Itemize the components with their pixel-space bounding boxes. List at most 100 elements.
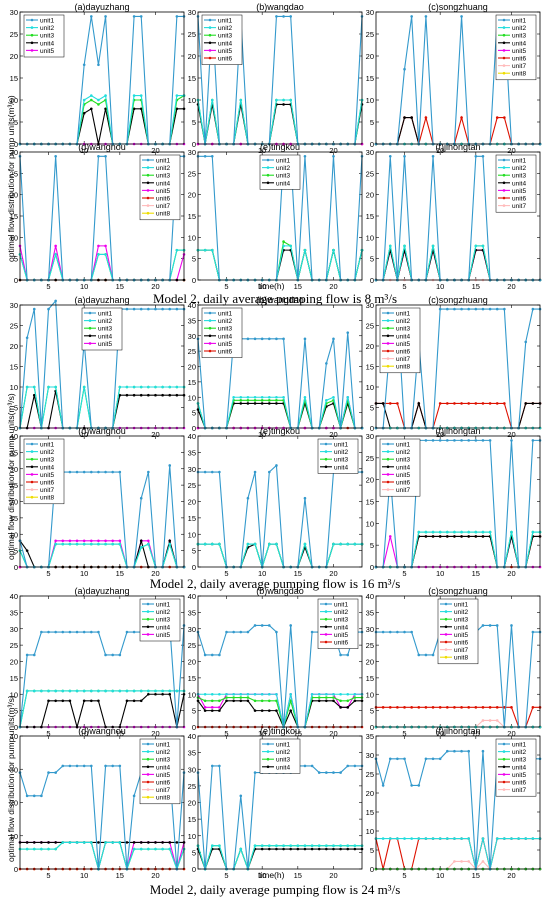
- data-point: [168, 385, 172, 389]
- x-tick-label: 10: [258, 729, 266, 738]
- legend-label: unit3: [40, 33, 54, 40]
- data-point: [446, 307, 449, 311]
- y-tick-label: 5: [192, 547, 196, 556]
- data-point: [210, 542, 214, 546]
- x-axis-label-3: time(h): [258, 870, 285, 880]
- data-point: [118, 764, 122, 768]
- y-tick-label: 15: [188, 74, 196, 83]
- series-unit3: [196, 98, 364, 146]
- data-point: [232, 692, 235, 696]
- legend-marker: [208, 49, 212, 52]
- data-point: [467, 439, 470, 442]
- legend-label: unit5: [512, 772, 526, 779]
- data-point: [54, 771, 57, 774]
- y-tick-label: 30: [188, 148, 196, 157]
- data-point: [68, 542, 72, 546]
- data-point: [132, 94, 136, 97]
- data-point: [474, 439, 478, 442]
- axes-frame: [375, 304, 541, 429]
- data-point: [275, 395, 278, 399]
- series-unit3: [18, 542, 186, 569]
- legend-marker: [386, 319, 390, 322]
- legend-label: unit7: [396, 487, 410, 494]
- x-tick-label: 5: [46, 729, 50, 738]
- data-point: [460, 402, 463, 405]
- data-point: [431, 244, 435, 248]
- data-point: [410, 706, 413, 709]
- y-tick-label: 25: [188, 169, 196, 178]
- y-tick-label: 0: [192, 424, 196, 433]
- data-point: [325, 362, 328, 365]
- legend-marker: [146, 173, 150, 177]
- data-point: [54, 154, 57, 158]
- data-point: [125, 393, 129, 397]
- y-tick-label: 10: [10, 530, 18, 539]
- legend-label: unit7: [156, 787, 170, 794]
- data-point: [417, 653, 421, 657]
- data-point: [417, 530, 421, 534]
- data-point: [275, 464, 278, 467]
- x-tick-label: 15: [116, 569, 124, 578]
- legend-label: unit6: [512, 780, 526, 787]
- x-tick-label: 10: [258, 146, 266, 155]
- data-point: [346, 653, 350, 657]
- chart-title: (c)songzhuang: [428, 586, 488, 596]
- series-line: [197, 99, 363, 145]
- data-point: [246, 699, 250, 703]
- data-point: [310, 764, 314, 768]
- data-point: [125, 307, 129, 311]
- legend-label: unit5: [454, 632, 468, 639]
- data-point: [474, 530, 478, 534]
- y-tick-label: 25: [188, 641, 196, 650]
- y-tick-label: 10: [10, 233, 18, 242]
- y-tick-label: 25: [10, 169, 18, 178]
- y-tick-label: 10: [366, 96, 374, 105]
- data-point: [97, 542, 100, 546]
- data-point: [446, 837, 449, 840]
- data-point: [260, 402, 264, 405]
- data-point: [239, 692, 243, 696]
- y-tick-label: 25: [366, 322, 374, 331]
- data-point: [346, 847, 350, 851]
- data-point: [175, 841, 179, 844]
- x-tick-label: 5: [402, 282, 406, 291]
- data-point: [82, 111, 86, 115]
- data-point: [90, 764, 93, 768]
- y-tick-label: 0: [370, 723, 374, 732]
- legend-label: unit3: [218, 33, 232, 40]
- x-tick-label: 20: [507, 282, 515, 291]
- data-point: [97, 699, 100, 703]
- legend-marker: [266, 742, 270, 746]
- data-point: [125, 699, 129, 703]
- legend-label: unit7: [40, 487, 54, 494]
- data-point: [410, 837, 413, 840]
- data-point: [25, 336, 29, 340]
- data-point: [388, 630, 392, 634]
- data-point: [168, 539, 172, 543]
- x-tick-label: 20: [507, 430, 515, 439]
- y-tick-label: 15: [10, 514, 18, 523]
- legend-label: unit6: [156, 196, 170, 203]
- y-tick-label: 40: [188, 732, 196, 741]
- legend-label: unit8: [156, 795, 170, 802]
- data-point: [260, 692, 264, 696]
- legend-label: unit3: [334, 617, 348, 624]
- y-tick-label: 10: [366, 383, 374, 392]
- y-tick-label: 30: [10, 625, 18, 634]
- x-tick-label: 15: [472, 569, 480, 578]
- data-point: [40, 794, 43, 798]
- data-point: [68, 841, 72, 844]
- data-point: [90, 470, 93, 474]
- data-point: [118, 653, 122, 657]
- legend-label: unit7: [512, 787, 526, 794]
- y-tick-label: 35: [366, 732, 374, 741]
- legend-label: unit4: [512, 40, 526, 47]
- data-point: [317, 771, 321, 774]
- data-point: [282, 844, 285, 848]
- data-point: [203, 154, 207, 158]
